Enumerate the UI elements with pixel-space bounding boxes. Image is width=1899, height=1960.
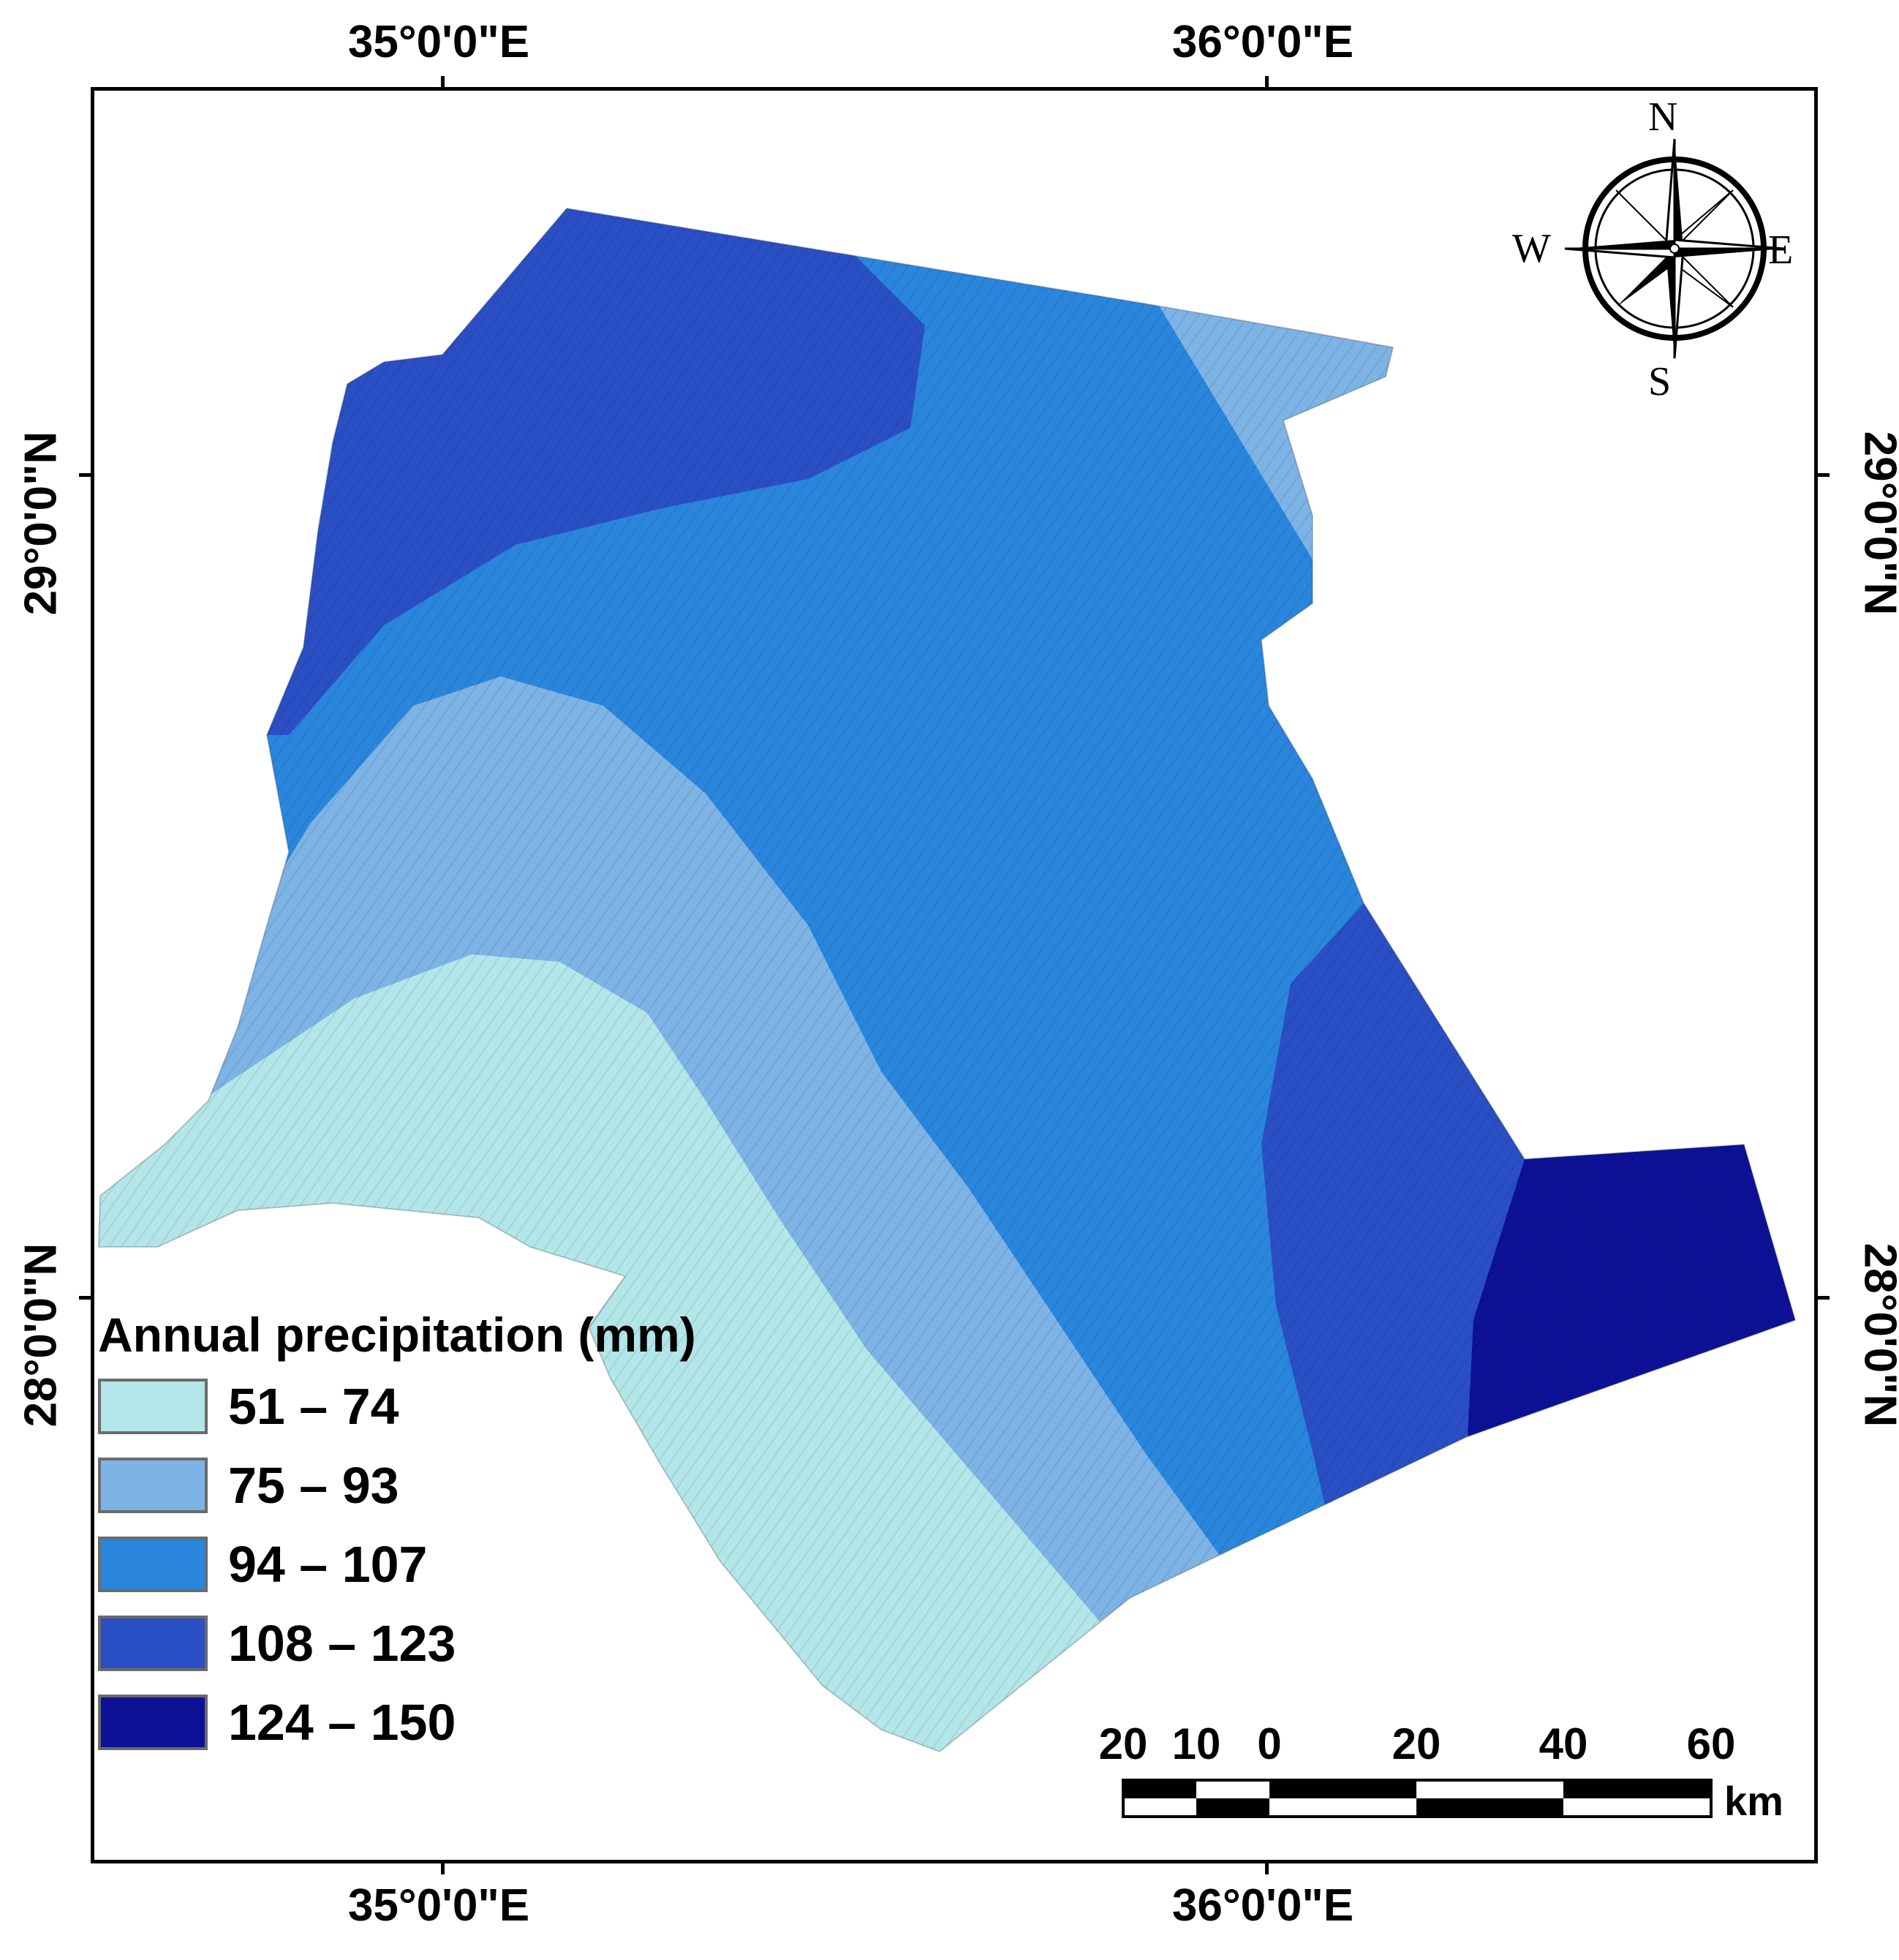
scale-label-0: 0	[1257, 1719, 1282, 1768]
scale-bar	[1122, 1779, 1713, 1818]
right-lat-label-28: 28°0'0"N	[1854, 1243, 1899, 1428]
tick-right-28	[1815, 1296, 1830, 1300]
legend-swatch	[98, 1695, 208, 1750]
compass-n-label: N	[1648, 94, 1678, 140]
tick-right-29	[1815, 473, 1830, 477]
legend-label: 108 – 123	[228, 1615, 456, 1672]
compass-rose-icon	[1564, 138, 1785, 359]
scale-label-20: 20	[1392, 1719, 1441, 1768]
legend-item: 124 – 150	[98, 1689, 727, 1755]
scale-unit: km	[1724, 1778, 1783, 1824]
map-frame	[91, 87, 1818, 1863]
left-lat-label-28: 28°0'0"N	[15, 1243, 67, 1428]
top-lon-label-36: 36°0'0"E	[1171, 17, 1354, 67]
tick-top-36	[1265, 76, 1269, 91]
legend-swatch	[98, 1379, 208, 1434]
tick-left-29	[79, 473, 94, 477]
compass-e-label: E	[1768, 227, 1794, 273]
scale-label-10: 10	[1171, 1719, 1221, 1768]
scale-label-40: 40	[1539, 1719, 1588, 1768]
legend-label: 94 – 107	[228, 1536, 428, 1593]
bottom-lon-label-35: 35°0'0"E	[347, 1880, 530, 1931]
left-lat-label-29: 29°0'0"N	[15, 431, 67, 616]
scale-label-20w: 20	[1098, 1719, 1148, 1768]
tick-bottom-35	[441, 1860, 445, 1874]
legend: Annual precipitation (mm) 51 – 74 75 – 9…	[98, 1309, 727, 1755]
legend-item: 51 – 74	[98, 1373, 727, 1439]
legend-title: Annual precipitation (mm)	[98, 1308, 696, 1362]
compass-s-label: S	[1648, 359, 1672, 404]
legend-item: 75 – 93	[98, 1452, 727, 1518]
legend-label: 75 – 93	[228, 1457, 399, 1514]
tick-left-28	[79, 1296, 94, 1300]
region-outline	[97, 207, 1797, 1753]
bottom-lon-label-36: 36°0'0"E	[1171, 1880, 1354, 1931]
top-lon-label-35: 35°0'0"E	[347, 17, 530, 67]
compass-w-label: W	[1512, 226, 1551, 271]
tick-bottom-36	[1265, 1860, 1269, 1874]
legend-item: 94 – 107	[98, 1531, 727, 1597]
legend-swatch	[98, 1616, 208, 1671]
legend-item: 108 – 123	[98, 1610, 727, 1676]
scale-label-60: 60	[1686, 1719, 1736, 1768]
legend-swatch	[98, 1537, 208, 1592]
tick-top-35	[441, 76, 445, 91]
legend-label: 51 – 74	[228, 1378, 399, 1435]
legend-swatch	[98, 1458, 208, 1513]
precipitation-map	[97, 207, 1797, 1753]
right-lat-label-29: 29°0'0"N	[1854, 431, 1899, 616]
legend-label: 124 – 150	[228, 1694, 456, 1751]
